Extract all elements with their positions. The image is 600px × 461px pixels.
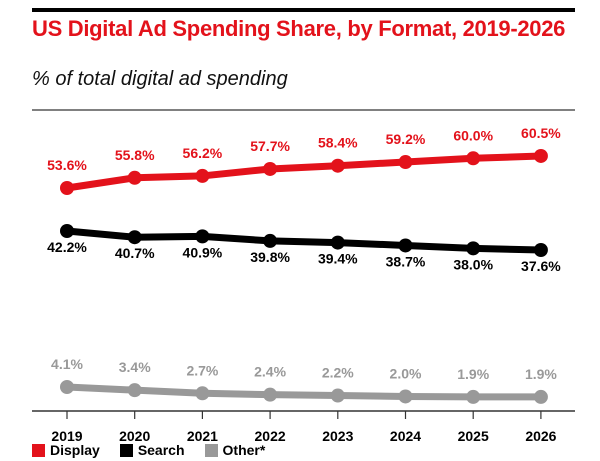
legend-label: Search bbox=[137, 442, 185, 458]
subtitle-rule bbox=[32, 109, 575, 111]
data-point bbox=[60, 380, 74, 394]
data-label: 1.9% bbox=[525, 366, 557, 382]
data-label: 58.4% bbox=[318, 135, 358, 151]
data-label: 4.1% bbox=[51, 356, 83, 372]
legend-swatch bbox=[204, 443, 218, 457]
data-point bbox=[533, 148, 548, 163]
data-point bbox=[60, 224, 74, 238]
data-point bbox=[127, 230, 142, 245]
data-point bbox=[466, 241, 481, 256]
data-point bbox=[195, 386, 210, 401]
series-line-display bbox=[66, 152, 542, 192]
data-point bbox=[330, 388, 345, 403]
data-point bbox=[398, 389, 413, 404]
legend-label: Display bbox=[50, 442, 100, 458]
data-label: 2.2% bbox=[322, 365, 354, 381]
data-label: 56.2% bbox=[183, 145, 223, 161]
data-label: 2.0% bbox=[390, 365, 422, 381]
data-label: 40.7% bbox=[115, 245, 155, 261]
data-label: 39.4% bbox=[318, 251, 358, 267]
chart-subtitle: % of total digital ad spending bbox=[32, 68, 288, 90]
series-line-other bbox=[66, 383, 541, 401]
data-point bbox=[533, 389, 548, 404]
legend-item-search: Search bbox=[119, 442, 185, 458]
x-tick-label: 2021 bbox=[187, 428, 218, 444]
data-label: 40.9% bbox=[183, 244, 223, 260]
data-point bbox=[195, 168, 210, 183]
data-point bbox=[263, 233, 278, 248]
x-tick-label: 2019 bbox=[51, 428, 82, 444]
data-label: 37.6% bbox=[521, 258, 561, 274]
data-label: 42.2% bbox=[47, 239, 87, 255]
data-point bbox=[533, 242, 548, 257]
data-point bbox=[195, 229, 210, 244]
legend-label: Other* bbox=[222, 442, 266, 458]
x-tick-label: 2026 bbox=[525, 428, 556, 444]
data-point bbox=[398, 155, 413, 170]
data-point bbox=[127, 383, 142, 398]
data-point bbox=[263, 387, 278, 402]
x-tick-label: 2025 bbox=[458, 428, 489, 444]
data-label: 60.0% bbox=[453, 127, 493, 143]
top-rule bbox=[32, 8, 575, 12]
data-label: 2.7% bbox=[186, 362, 218, 378]
data-point bbox=[466, 151, 481, 166]
data-label: 39.8% bbox=[250, 249, 290, 265]
x-tick-label: 2024 bbox=[390, 428, 421, 444]
x-tick-label: 2020 bbox=[119, 428, 150, 444]
data-point bbox=[466, 389, 481, 404]
x-tick-label: 2022 bbox=[255, 428, 286, 444]
series-line-search bbox=[66, 227, 541, 254]
data-label: 1.9% bbox=[457, 366, 489, 382]
data-point bbox=[127, 170, 142, 185]
chart-title: US Digital Ad Spending Share, by Format,… bbox=[32, 16, 566, 41]
legend-item-other: Other* bbox=[204, 442, 266, 458]
data-label: 60.5% bbox=[521, 125, 561, 141]
data-label: 57.7% bbox=[250, 138, 290, 154]
data-label: 59.2% bbox=[386, 131, 426, 147]
legend-swatch bbox=[119, 443, 133, 457]
data-point bbox=[330, 158, 345, 173]
data-point bbox=[263, 161, 278, 176]
legend: Display Search Other* bbox=[32, 442, 265, 458]
data-label: 2.4% bbox=[254, 364, 286, 380]
data-label: 3.4% bbox=[119, 359, 151, 375]
data-label: 38.7% bbox=[386, 253, 426, 269]
data-label: 55.8% bbox=[115, 147, 155, 163]
data-point bbox=[398, 238, 413, 253]
data-point bbox=[330, 235, 345, 250]
data-point bbox=[60, 181, 74, 195]
legend-swatch bbox=[32, 443, 45, 457]
data-label: 38.0% bbox=[453, 256, 493, 272]
legend-item-display: Display bbox=[32, 442, 100, 458]
data-label: 53.6% bbox=[47, 157, 87, 173]
x-tick-label: 2023 bbox=[322, 428, 353, 444]
